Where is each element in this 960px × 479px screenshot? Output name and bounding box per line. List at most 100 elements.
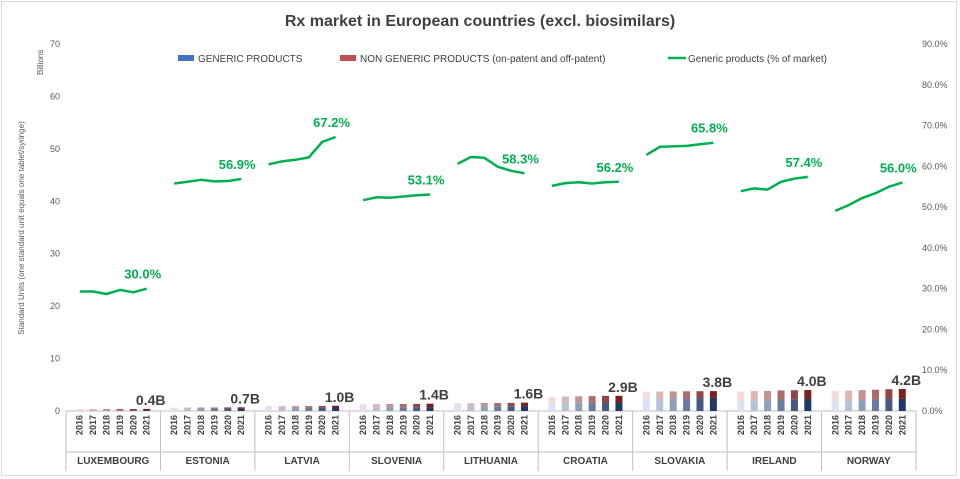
non-generic-bar [750,391,758,401]
generic-bar [885,398,893,411]
year-tick-label: 2021 [142,415,152,435]
non-generic-bar [669,391,677,399]
total-label: 1.4B [419,387,449,403]
y2-tick-label: 80.0% [922,80,948,90]
non-generic-bar [305,406,313,408]
y-tick-label: 0 [55,406,60,416]
non-generic-bar [426,403,434,408]
country-label: IRELAND [752,456,796,467]
year-tick-label: 2019 [493,415,503,435]
year-tick-label: 2017 [88,415,98,435]
year-tick-label: 2020 [789,415,799,435]
pct-label: 57.4% [785,155,822,170]
non-generic-bar [804,390,812,399]
y2-tick-label: 40.0% [922,243,948,253]
year-tick-label: 2018 [857,415,867,435]
y-tick-label: 40 [50,196,60,206]
year-tick-label: 2018 [668,415,678,435]
pct-line [551,180,619,188]
year-tick-label: 2020 [601,415,611,435]
generic-bar [764,400,772,411]
year-tick-label: 2021 [520,415,530,435]
year-tick-label: 2019 [209,415,219,435]
generic-bar [777,399,785,411]
year-tick-label: 2021 [614,415,624,435]
pct-label: 30.0% [124,267,161,282]
generic-bar [210,409,218,411]
pct-line [268,135,337,166]
generic-bar [359,407,367,411]
y-tick-label: 30 [50,249,60,259]
generic-bar [588,402,596,411]
non-generic-bar [696,391,704,399]
y-unit-label: Billions [36,50,45,75]
generic-bar [656,398,664,411]
non-generic-bar [265,406,273,409]
non-generic-bar [116,408,124,411]
generic-bar [750,400,758,411]
y-tick-label: 20 [50,301,60,311]
year-tick-label: 2017 [466,415,476,435]
pct-line-series: 30.0% 56.9% 67.2% 53.1% 58.3% 56.2% 65.8% 57.4%… [79,115,917,296]
year-tick-label: 2019 [776,415,786,435]
non-generic-bar [709,391,717,398]
non-generic-bar [399,403,407,408]
legend-label: Generic products (% of market) [688,54,827,65]
year-tick-label: 2016 [736,415,746,435]
year-tick-label: 2019 [587,415,597,435]
year-tick-label: 2020 [223,415,233,435]
pct-label: 58.3% [502,151,539,166]
country-label: LUXEMBOURG [77,456,149,467]
y2-tick-label: 10.0% [922,365,948,375]
generic-bar [399,407,407,411]
country-label: CROATIA [563,456,608,467]
year-tick-label: 2017 [371,415,381,435]
non-generic-bar [656,391,664,399]
non-generic-bar [858,390,866,401]
pct-line [174,177,242,185]
non-generic-bar [871,389,879,400]
y2-tick-label: 70.0% [922,121,948,131]
generic-bar [386,407,394,411]
generic-bar [561,402,569,411]
legend-swatch [178,55,194,61]
generic-bar [426,407,434,411]
year-tick-label: 2017 [655,415,665,435]
generic-bar [372,407,380,411]
generic-bar [318,407,326,411]
non-generic-bar [170,407,178,410]
pct-label: 56.2% [597,160,634,175]
year-tick-label: 2017 [844,415,854,435]
y-axis-label: Standard Units (one standard unit equals… [17,121,26,335]
year-tick-label: 2016 [358,415,368,435]
pct-label: 65.8% [691,121,728,136]
total-label: 3.8B [703,374,733,390]
non-generic-bar [332,405,340,408]
year-tick-label: 2019 [870,415,880,435]
generic-bar [709,397,717,411]
non-generic-bar [318,405,326,408]
year-tick-label: 2020 [695,415,705,435]
year-tick-label: 2016 [830,415,840,435]
non-generic-bar [764,390,772,401]
generic-bar [237,408,245,411]
year-tick-label: 2016 [169,415,179,435]
legend-swatch [340,55,356,61]
non-generic-bar [494,403,502,407]
year-tick-label: 2021 [708,415,718,435]
country-label: SLOVENIA [371,456,422,467]
generic-bar [790,399,798,411]
total-label: 2.9B [608,379,638,395]
generic-bar [871,399,879,411]
pct-label: 67.2% [313,115,350,130]
pct-line [79,287,148,296]
generic-bar [413,407,421,411]
year-tick-label: 2017 [749,415,759,435]
generic-bar [831,401,839,411]
generic-bar [332,407,340,411]
year-tick-label: 2017 [560,415,570,435]
pct-label: 53.1% [408,172,445,187]
chart-title: Rx market in European countries (excl. b… [285,13,675,30]
